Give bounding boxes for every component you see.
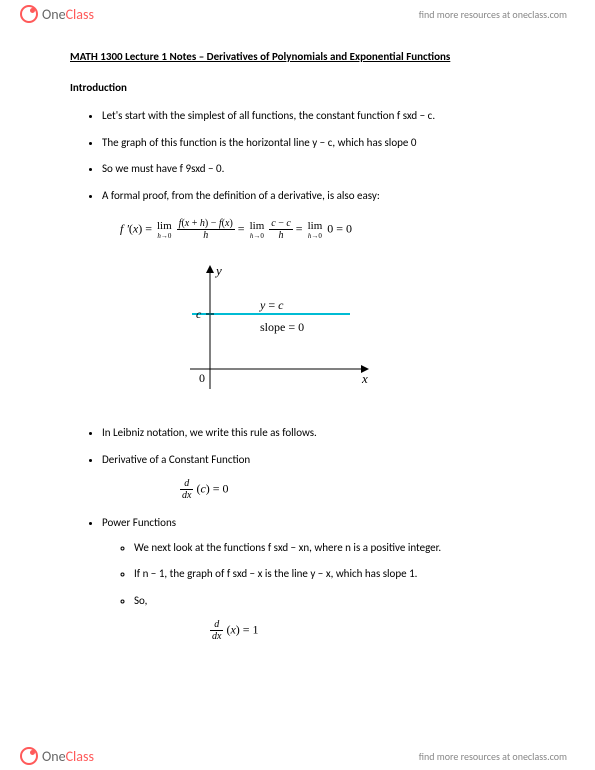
header-tagline: find more resources at oneclass.com xyxy=(419,8,567,21)
bullet-list: Let's start with the simplest of all fun… xyxy=(70,108,535,204)
doc-title: MATH 1300 Lecture 1 Notes – Derivatives … xyxy=(70,50,535,63)
slope-label: slope = 0 xyxy=(260,320,304,334)
page-footer: OneClass find more resources at oneclass… xyxy=(0,742,595,770)
eq-label: y = c xyxy=(259,298,284,312)
y-axis-arrow xyxy=(206,265,214,273)
x-label: x xyxy=(361,371,368,386)
logo-icon xyxy=(20,747,38,765)
c-label: c xyxy=(196,307,202,321)
logo-icon xyxy=(20,5,38,23)
logo-text: OneClass xyxy=(42,6,94,23)
logo-part2: Class xyxy=(66,748,94,765)
graph-svg: y x c 0 y = c slope = 0 xyxy=(150,259,380,409)
document-body: MATH 1300 Lecture 1 Notes – Derivatives … xyxy=(70,50,535,646)
derivative-limit-formula: f '(x) = limh→0 f(x + h) − f(x)h = limh→… xyxy=(120,218,535,241)
list-item: The graph of this function is the horizo… xyxy=(102,135,535,152)
list-item: So we must have f 9sxd − 0. xyxy=(102,161,535,178)
intro-heading: Introduction xyxy=(70,81,535,94)
power-fn-label: Power Functions xyxy=(102,516,176,529)
list-item: Let's start with the simplest of all fun… xyxy=(102,108,535,125)
logo-part2: Class xyxy=(66,6,94,23)
sub-list: We next look at the functions f sxd − xn… xyxy=(102,540,535,610)
list-item: We next look at the functions f sxd − xn… xyxy=(134,540,535,557)
brand-logo: OneClass xyxy=(20,5,94,23)
logo-part1: One xyxy=(42,6,66,23)
power-rule-formula: ddx (x) = 1 xyxy=(210,619,535,642)
list-item: If n − 1, the graph of f sxd − x is the … xyxy=(134,566,535,583)
list-item: So, xyxy=(134,593,535,610)
footer-tagline: find more resources at oneclass.com xyxy=(419,750,567,763)
y-label: y xyxy=(214,263,222,278)
brand-logo-footer: OneClass xyxy=(20,747,94,765)
origin-label: 0 xyxy=(199,371,205,385)
page-header: OneClass find more resources at oneclass… xyxy=(0,0,595,28)
list-item: A formal proof, from the definition of a… xyxy=(102,188,535,205)
logo-part1: One xyxy=(42,748,66,765)
list-item: Derivative of a Constant Function xyxy=(102,452,535,469)
leibniz-constant-formula: ddx (c) = 0 xyxy=(180,478,535,501)
bullet-list-2: In Leibniz notation, we write this rule … xyxy=(70,425,535,468)
bullet-list-3: Power Functions We next look at the func… xyxy=(70,515,535,609)
constant-function-graph: y x c 0 y = c slope = 0 xyxy=(150,259,535,409)
list-item: Power Functions We next look at the func… xyxy=(102,515,535,609)
logo-text: OneClass xyxy=(42,748,94,765)
list-item: In Leibniz notation, we write this rule … xyxy=(102,425,535,442)
